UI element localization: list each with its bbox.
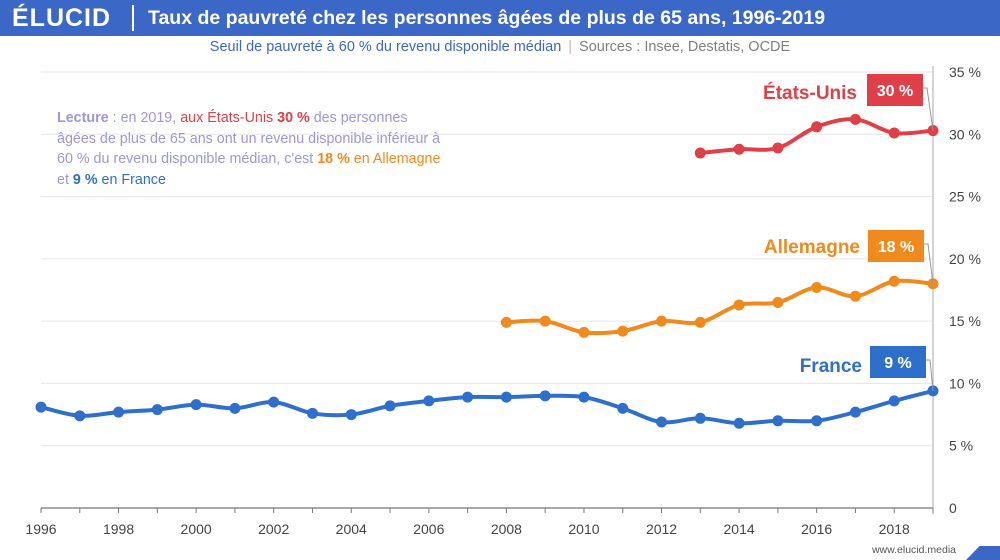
reading-us-value: 30 % bbox=[277, 110, 310, 126]
subtitle-threshold: Seuil de pauvreté à 60 % du revenu dispo… bbox=[209, 39, 562, 55]
y-tick-label: 20 % bbox=[949, 251, 981, 267]
subtitle-sources: Sources : Insee, Destatis, OCDE bbox=[579, 39, 791, 55]
x-tick-label: 2012 bbox=[646, 521, 677, 537]
data-point-de bbox=[733, 299, 745, 311]
data-point-fr bbox=[539, 390, 551, 402]
reading-de-value: 18 % bbox=[317, 151, 350, 167]
x-tick-label: 2014 bbox=[724, 521, 755, 537]
chart-subtitle: Seuil de pauvreté à 60 % du revenu dispo… bbox=[0, 39, 1000, 55]
data-point-fr bbox=[306, 407, 318, 419]
end-value-badge-fr bbox=[870, 346, 926, 378]
reading-de-text: en Allemagne bbox=[349, 151, 441, 167]
x-tick-label: 1998 bbox=[103, 521, 134, 537]
series-label-de: Allemagne bbox=[764, 237, 860, 258]
series-label-us: États-Unis bbox=[763, 82, 857, 104]
data-point-fr bbox=[849, 406, 861, 418]
x-tick-label: 2018 bbox=[879, 521, 910, 537]
data-point-us bbox=[849, 113, 861, 125]
data-point-fr bbox=[811, 415, 823, 427]
data-point-de bbox=[811, 282, 823, 294]
data-point-de bbox=[539, 315, 551, 327]
data-point-de bbox=[772, 296, 784, 308]
end-value-text-fr: 9 % bbox=[884, 355, 912, 372]
y-tick-label: 25 % bbox=[949, 189, 981, 205]
y-tick-label: 10 % bbox=[949, 375, 981, 391]
end-value-text-us: 30 % bbox=[877, 83, 913, 100]
elucid-logo[interactable]: ÉLUCID bbox=[12, 4, 112, 32]
reading-note: Lecture : en 2019, aux États-Unis 30 % d… bbox=[57, 108, 442, 190]
data-point-fr bbox=[35, 401, 47, 413]
data-point-us bbox=[888, 127, 900, 139]
data-point-de bbox=[617, 325, 629, 337]
data-point-fr bbox=[656, 416, 668, 428]
reading-us-text: aux États-Unis bbox=[180, 110, 278, 126]
series-line-de bbox=[504, 278, 935, 336]
x-tick-label: 2006 bbox=[413, 521, 444, 537]
data-point-fr bbox=[694, 412, 706, 424]
x-tick-label: 1996 bbox=[25, 521, 56, 537]
reading-text-3: et bbox=[57, 171, 73, 188]
data-point-fr bbox=[74, 410, 86, 422]
x-tick-label: 2002 bbox=[258, 521, 289, 537]
x-tick-label: 2004 bbox=[336, 521, 367, 537]
header-bar: ÉLUCID Taux de pauvreté chez les personn… bbox=[0, 0, 1000, 36]
data-point-fr bbox=[772, 415, 784, 427]
data-point-de bbox=[849, 290, 861, 302]
badge-leader-de bbox=[924, 243, 934, 284]
data-point-us bbox=[694, 147, 706, 159]
data-point-de bbox=[500, 316, 512, 328]
data-point-fr bbox=[578, 391, 590, 403]
data-point-fr bbox=[151, 404, 163, 416]
data-point-fr bbox=[113, 406, 125, 418]
reading-label: Lecture bbox=[57, 110, 109, 126]
series-label-fr: France bbox=[800, 356, 862, 377]
page-title: Taux de pauvreté chez les personnes âgée… bbox=[148, 7, 826, 29]
data-point-us bbox=[772, 142, 784, 154]
subtitle-separator: | bbox=[568, 39, 573, 55]
data-point-fr bbox=[229, 402, 241, 414]
y-tick-label: 0 bbox=[949, 500, 957, 516]
x-tick-label: 2010 bbox=[568, 521, 599, 537]
y-tick-label: 30 % bbox=[949, 126, 981, 142]
series-line-fr bbox=[39, 388, 935, 426]
data-point-fr bbox=[733, 417, 745, 429]
data-point-de bbox=[578, 326, 590, 338]
data-point-fr bbox=[462, 391, 474, 403]
y-tick-label: 35 % bbox=[949, 64, 981, 80]
y-tick-label: 5 % bbox=[949, 438, 973, 454]
data-point-de bbox=[694, 316, 706, 328]
badge-leader-us bbox=[923, 87, 934, 131]
data-point-fr bbox=[268, 396, 280, 408]
data-point-fr bbox=[384, 400, 396, 412]
footer-url[interactable]: www.elucid.media bbox=[871, 544, 956, 556]
end-value-text-de: 18 % bbox=[878, 239, 914, 256]
end-value-badge-us bbox=[867, 74, 923, 106]
data-point-fr bbox=[423, 395, 435, 407]
badge-leader-fr bbox=[926, 359, 934, 391]
data-point-fr bbox=[617, 402, 629, 414]
reading-fr-text: en France bbox=[97, 171, 166, 188]
data-point-de bbox=[888, 275, 900, 287]
data-point-fr bbox=[500, 391, 512, 403]
reading-text-2: des personnes âgées de plus de 65 ans on… bbox=[57, 110, 441, 167]
data-point-fr bbox=[345, 409, 357, 421]
x-tick-label: 2008 bbox=[491, 521, 522, 537]
x-tick-label: 2016 bbox=[801, 521, 832, 537]
x-tick-label: 2000 bbox=[181, 521, 212, 537]
data-point-fr bbox=[190, 399, 202, 411]
data-point-us bbox=[733, 143, 745, 155]
end-value-badge-de bbox=[868, 230, 924, 262]
reading-fr-value: 9 % bbox=[72, 171, 98, 188]
logo-divider bbox=[132, 5, 134, 31]
data-point-us bbox=[811, 121, 823, 133]
data-point-fr bbox=[888, 395, 900, 407]
y-tick-label: 15 % bbox=[949, 313, 981, 329]
reading-text-1: : en 2019, bbox=[108, 110, 181, 126]
data-point-de bbox=[656, 315, 668, 327]
